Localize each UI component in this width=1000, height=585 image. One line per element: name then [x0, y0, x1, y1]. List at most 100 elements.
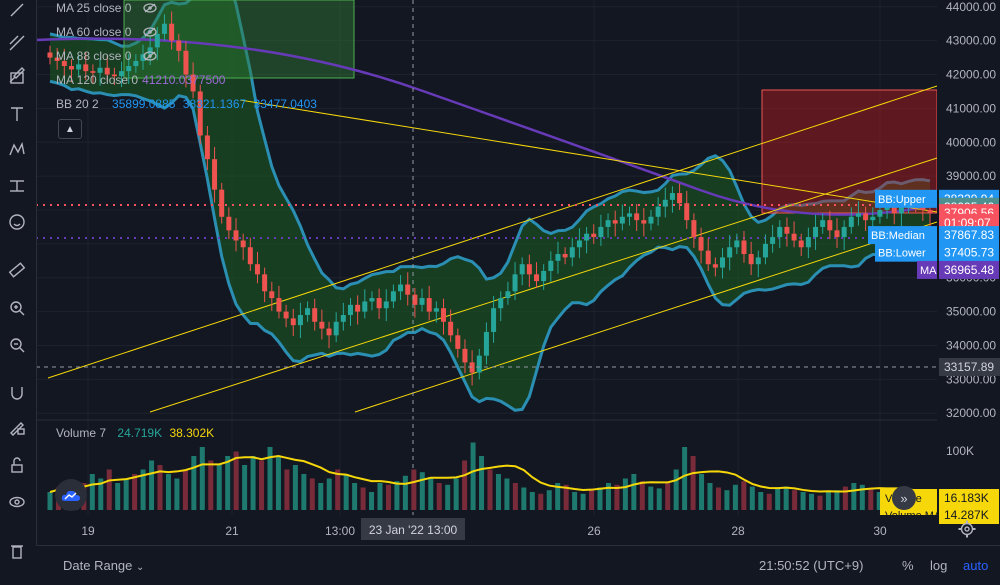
candle-body [627, 213, 633, 217]
volume-bar [242, 465, 248, 510]
legend-ma88-label: MA 88 close 0 [56, 49, 132, 63]
legend-bb-lower: 33477.0403 [253, 97, 317, 111]
scroll-to-realtime-button[interactable]: » [892, 486, 916, 510]
percent-toggle[interactable]: % [902, 558, 914, 573]
price-tick-label: 44000.00 [946, 0, 996, 14]
text-icon[interactable] [4, 101, 30, 127]
magnet-icon[interactable] [4, 380, 30, 406]
candle-body [68, 66, 74, 70]
volume-bar [89, 474, 95, 510]
candle-body [576, 240, 582, 248]
candle-body [555, 254, 561, 261]
candle-body [770, 237, 776, 244]
volume-bar [132, 474, 138, 510]
candle-body [161, 23, 167, 34]
volume-bar [225, 456, 231, 510]
volume-bar [546, 490, 552, 510]
candle-body [548, 260, 554, 271]
tradingview-logo[interactable] [55, 479, 87, 511]
measure-icon[interactable] [4, 173, 30, 199]
candle-body [469, 362, 475, 373]
ruler-icon[interactable] [4, 257, 30, 283]
candle-body [727, 247, 733, 258]
emoji-icon[interactable] [4, 209, 30, 235]
hide-eye-icon[interactable] [143, 27, 157, 37]
candle-body [219, 189, 225, 217]
rectangle-icon[interactable] [4, 65, 30, 91]
zoom-out-icon[interactable] [4, 332, 30, 358]
hide-eye-icon[interactable] [143, 3, 157, 13]
cursor-icon[interactable] [4, 0, 30, 23]
collapse-legend-button[interactable]: ▲ [58, 119, 82, 139]
candle-body [326, 328, 332, 336]
log-toggle[interactable]: log [930, 558, 948, 573]
volume-bar [521, 487, 527, 510]
candle-body [541, 270, 547, 282]
moving-average-line [35, 37, 938, 216]
volume-bar [208, 460, 214, 510]
clock-readout: 21:50:52 (UTC+9) [759, 558, 864, 573]
price-tick-label: 43000.00 [946, 34, 996, 48]
candle-body [655, 206, 661, 217]
candle-body [90, 71, 96, 73]
candle-body [648, 216, 654, 224]
candle-body [119, 71, 125, 77]
candle-body [798, 240, 804, 248]
auto-toggle[interactable]: auto [963, 558, 989, 573]
date-range-button[interactable]: Date Range ⌄ [63, 558, 144, 573]
candle-body [176, 40, 182, 51]
legend-bb: BB 20 2 35899.0885 38321.1367 33477.0403 [56, 97, 317, 111]
candle-body [455, 335, 461, 349]
volume-bar [174, 478, 180, 510]
candle-body [813, 226, 819, 238]
candle-body [877, 210, 883, 217]
settings-gear-icon[interactable] [958, 520, 976, 538]
trend-line-icon[interactable] [4, 30, 30, 56]
crosshair-time-bg [361, 518, 465, 540]
volume-bar [589, 490, 595, 510]
candle-body [440, 308, 446, 322]
volume-bar [656, 488, 662, 510]
volume-bar [487, 469, 493, 510]
candle-body [612, 220, 618, 224]
candle-body [569, 247, 575, 258]
candle-body [848, 216, 854, 227]
candle-body [226, 216, 232, 231]
candle-body [505, 291, 511, 299]
volume-bar [343, 474, 349, 510]
volume-bar [191, 456, 197, 510]
volume-bar [98, 478, 104, 510]
candle-body [534, 274, 540, 282]
candle-body [734, 240, 740, 248]
candle-body [54, 57, 60, 61]
hide-eye-icon[interactable] [143, 51, 157, 61]
pattern-icon[interactable] [4, 137, 30, 163]
unlock-icon[interactable] [4, 452, 30, 478]
volume-bar [538, 493, 544, 510]
lock-drawing-icon[interactable] [4, 414, 30, 440]
candle-body [741, 240, 747, 255]
zoom-in-icon[interactable] [4, 295, 30, 321]
volume-bar [352, 483, 358, 510]
candle-body [390, 291, 396, 302]
price-tag-name-bg [917, 260, 937, 279]
trend-channel-line [47, 85, 938, 379]
candle-body [233, 230, 239, 241]
volume-bar [724, 490, 730, 510]
legend-ma60-label: MA 60 close 0 [56, 25, 132, 39]
candle-body [820, 220, 826, 227]
legend-volume-label: Volume 7 [56, 426, 107, 440]
volume-bar [834, 490, 840, 510]
candle-body [355, 304, 361, 312]
trash-icon[interactable] [4, 538, 30, 564]
volume-bar [182, 469, 188, 510]
eye-icon[interactable] [4, 489, 30, 515]
candle-body [104, 67, 110, 75]
time-axis-bg [36, 515, 937, 545]
candle-body [805, 237, 811, 248]
volume-bar [741, 481, 747, 510]
candle-body [791, 233, 797, 241]
volume-bar [648, 486, 654, 510]
volume-bar [267, 447, 273, 510]
